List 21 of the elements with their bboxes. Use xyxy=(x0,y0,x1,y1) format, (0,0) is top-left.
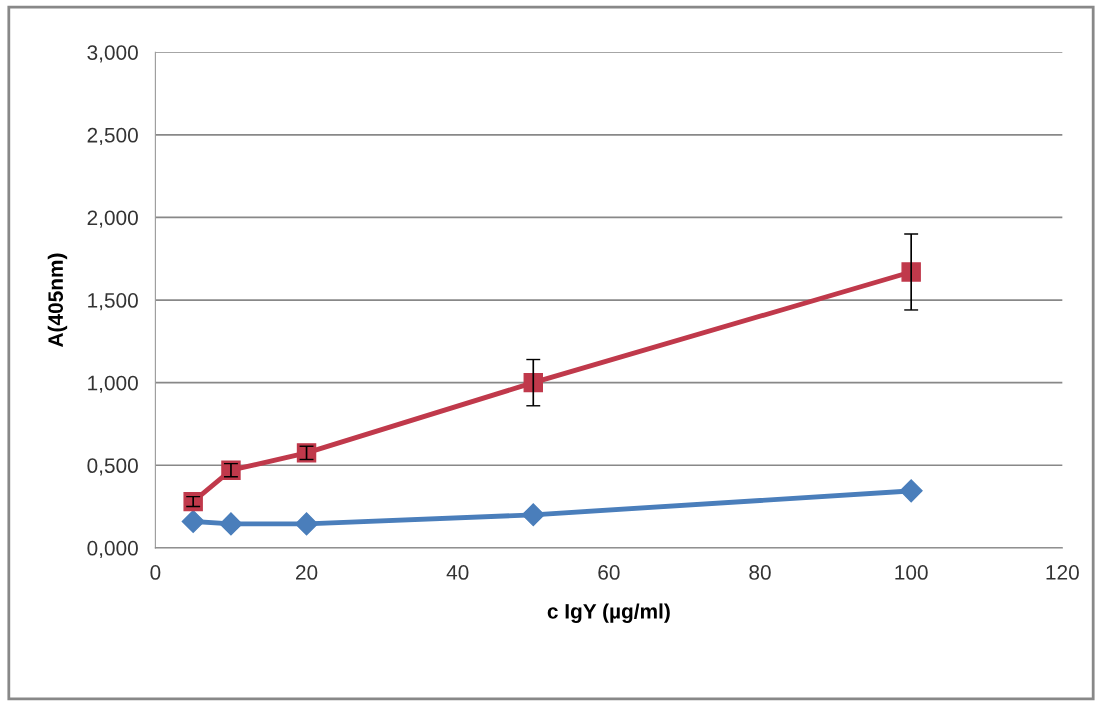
x-tick-label: 120 xyxy=(1046,565,1079,580)
x-axis-title: c IgY (µg/ml) xyxy=(547,603,670,623)
x-tick-label: 40 xyxy=(446,565,469,580)
y-tick-label: 3,000 xyxy=(87,45,138,63)
y-tick-label: 1,500 xyxy=(88,293,138,311)
point xyxy=(219,512,243,536)
x-tick-label: 60 xyxy=(598,565,620,580)
point xyxy=(899,479,923,503)
x-tick-label: 0 xyxy=(150,565,161,580)
point xyxy=(295,512,319,536)
x-tick-label: 100 xyxy=(895,565,928,580)
x-tick-label: 20 xyxy=(296,565,318,580)
y-tick-label: 0,000 xyxy=(87,540,138,559)
point xyxy=(521,503,545,527)
y-tick-label: 0,500 xyxy=(87,458,138,476)
y-tick-label: 2,000 xyxy=(87,210,138,228)
x-tick-label: 80 xyxy=(749,565,771,580)
y-axis-title: A(405nm) xyxy=(47,253,68,347)
point xyxy=(181,509,205,533)
y-tick-label: 1,000 xyxy=(88,375,138,393)
y-tick-label: 2,500 xyxy=(87,127,138,146)
